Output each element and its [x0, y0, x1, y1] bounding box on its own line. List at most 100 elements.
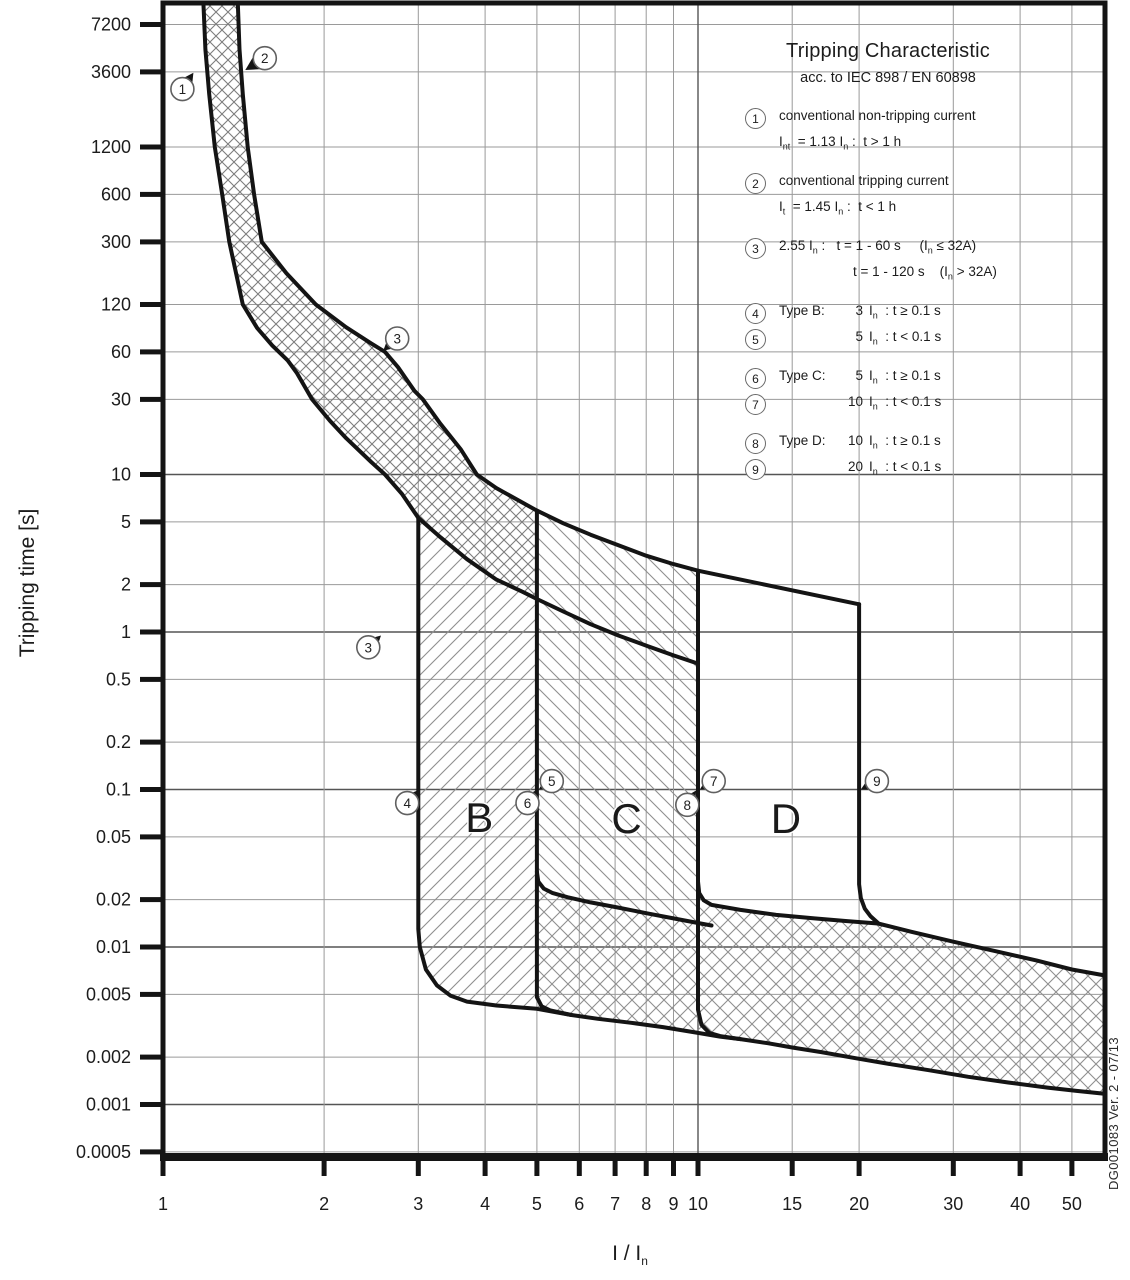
legend-row-4: 3 2.55 In : t = 1 - 60 s (In ≤ 32A) — [737, 238, 1039, 264]
y-tick-7200 — [140, 22, 164, 27]
legend-row-3: It = 1.45 In : t < 1 h — [737, 199, 1039, 225]
y-tick-label-0.0005: 0.0005 — [76, 1142, 131, 1162]
legend-condition: In : t < 0.1 s — [869, 394, 942, 412]
legend-text: t = 1 - 120 s (In > 32A) — [853, 264, 997, 282]
marker-circle-8-8 — [674, 792, 700, 818]
legend-badge-spacer — [745, 264, 766, 285]
x-tick-30 — [950, 1157, 956, 1176]
legend-type-head: Type B: — [779, 303, 825, 318]
watermark: DG001083 Ver. 2 - 07/13 — [1106, 1036, 1121, 1190]
x-tick-9 — [671, 1157, 676, 1176]
legend-title: Tripping Characteristic — [786, 40, 990, 62]
y-tick-label-2: 2 — [121, 575, 131, 595]
x-tick-label-20: 20 — [849, 1194, 869, 1214]
marker-circle-4-4 — [394, 790, 420, 816]
marker-number-3-3: 3 — [365, 640, 373, 655]
y-tick-1 — [140, 629, 164, 635]
legend-rows: 1 conventional non-tripping current Int = … — [737, 108, 1039, 485]
y-tick-label-0.5: 0.5 — [106, 669, 131, 689]
marker-number-4-4: 4 — [403, 796, 411, 811]
region-type-B — [418, 517, 572, 1015]
x-tick-label-50: 50 — [1062, 1194, 1082, 1214]
legend-multiplier: 5 — [855, 368, 863, 383]
marker-number-3-2: 3 — [393, 332, 401, 347]
x-tick-label-5: 5 — [532, 1194, 542, 1214]
legend-type-head: Type C: — [779, 368, 826, 383]
legend-multiplier: 5 — [855, 329, 863, 344]
legend-multiplier: 10 — [847, 394, 863, 409]
curve-10In-vertical — [696, 568, 743, 1042]
y-tick-0.005 — [140, 991, 164, 997]
legend-row-9: 7 10 In : t < 0.1 s — [737, 394, 1039, 420]
legend-row-8: 6 Type C: 5 In : t ≥ 0.1 s — [737, 368, 1039, 394]
y-tick-120 — [140, 302, 164, 307]
legend-text: Int = 1.13 In : t > 1 h — [779, 134, 902, 152]
legend-multiplier: 10 — [847, 433, 863, 448]
x-tick-label-30: 30 — [943, 1194, 963, 1214]
y-tick-0.1 — [140, 787, 164, 792]
y-tick-10 — [140, 472, 164, 477]
curve-tripping-1.45In-and-D-top — [235, 0, 862, 607]
y-tick-300 — [140, 239, 164, 245]
legend-row-5: t = 1 - 120 s (In > 32A) — [737, 264, 1039, 290]
region-instantaneous-band-left — [536, 871, 741, 1040]
marker-number-8-8: 8 — [684, 798, 692, 813]
y-tick-600 — [140, 191, 164, 197]
legend-row-10: 8 Type D: 10 In : t ≥ 0.1 s — [737, 433, 1039, 459]
legend-row-1: Int = 1.13 In : t > 1 h — [737, 134, 1039, 160]
y-tick-2 — [140, 582, 164, 588]
marker-circle-3-2 — [384, 326, 410, 351]
y-tick-label-0.001: 0.001 — [86, 1095, 131, 1115]
y-tick-label-5: 5 — [121, 512, 131, 532]
y-tick-label-0.02: 0.02 — [96, 890, 131, 910]
y-tick-0.0005 — [140, 1149, 164, 1155]
marker-number-5-5: 5 — [548, 774, 556, 789]
y-tick-label-0.05: 0.05 — [96, 827, 131, 847]
y-tick-label-30: 30 — [111, 389, 131, 409]
legend-condition: In : t ≥ 0.1 s — [869, 368, 941, 386]
legend-badge-1: 1 — [745, 108, 766, 129]
y-tick-5 — [140, 519, 164, 525]
legend-condition: In : t ≥ 0.1 s — [869, 303, 941, 321]
y-tick-label-600: 600 — [101, 184, 131, 204]
y-tick-label-7200: 7200 — [91, 15, 131, 35]
x-tick-10 — [695, 1157, 701, 1176]
x-tick-2 — [321, 1157, 327, 1176]
x-tick-20 — [856, 1157, 862, 1176]
x-tick-label-10: 10 — [688, 1194, 708, 1214]
y-tick-label-0.2: 0.2 — [106, 732, 131, 752]
x-tick-label-15: 15 — [782, 1194, 802, 1214]
x-tick-label-3: 3 — [413, 1194, 423, 1214]
legend-badge-2: 2 — [745, 173, 766, 194]
x-tick-1 — [160, 1157, 166, 1176]
y-tick-0.02 — [140, 897, 164, 903]
legend-badge-8: 8 — [745, 433, 766, 454]
legend-row-11: 9 20 In : t < 0.1 s — [737, 459, 1039, 485]
y-tick-3600 — [140, 69, 164, 75]
curve-10In-instantaneous — [696, 879, 1107, 978]
region-instantaneous-band-right — [698, 881, 1105, 1094]
x-tick-label-2: 2 — [319, 1194, 329, 1214]
legend-condition: In : t < 0.1 s — [869, 459, 942, 477]
legend-badge-9: 9 — [745, 459, 766, 480]
curve-non-tripping-1.13In — [201, 0, 700, 666]
marker-circle-1-0 — [170, 76, 195, 102]
y-tick-label-0.1: 0.1 — [106, 780, 131, 800]
x-tick-label-8: 8 — [641, 1194, 651, 1214]
y-tick-label-1: 1 — [121, 622, 131, 642]
y-tick-label-1200: 1200 — [91, 137, 131, 157]
x-tick-label-4: 4 — [480, 1194, 490, 1214]
y-tick-30 — [140, 396, 164, 402]
legend-row-0: 1 conventional non-tripping current — [737, 108, 1039, 134]
x-tick-3 — [415, 1157, 421, 1176]
marker-circle-7-7 — [701, 768, 727, 794]
marker-circle-5-5 — [539, 768, 565, 794]
x-tick-4 — [482, 1157, 488, 1176]
legend-badge-spacer — [745, 199, 766, 220]
x-tick-label-40: 40 — [1010, 1194, 1030, 1214]
y-tick-0.5 — [140, 676, 164, 682]
marker-number-2-1: 2 — [261, 51, 269, 66]
y-axis-label: Tripping time [s] — [16, 508, 39, 658]
region-type-C — [536, 510, 698, 923]
